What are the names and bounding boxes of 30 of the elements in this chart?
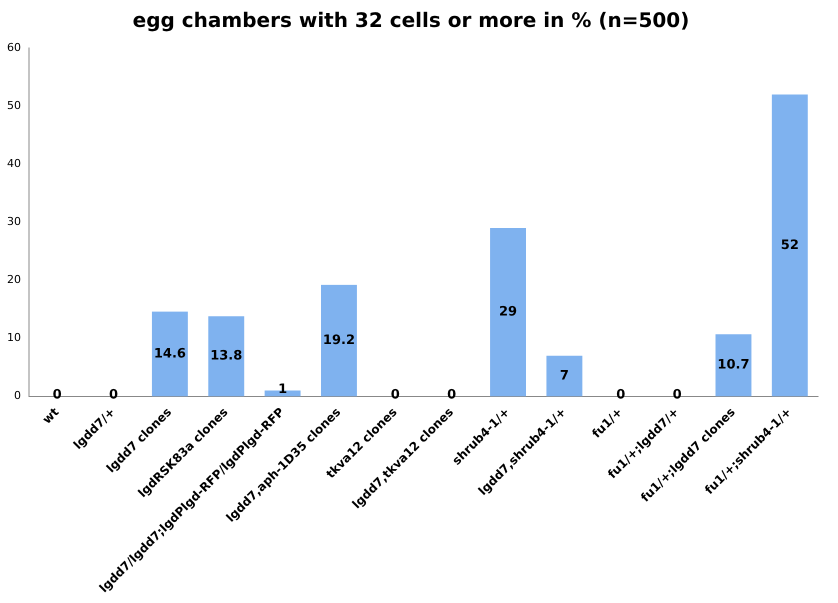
bar [321, 284, 357, 396]
data-label: 0 [390, 388, 400, 403]
data-label: 1 [278, 382, 288, 397]
data-label: 13.8 [210, 348, 242, 364]
bar [716, 334, 752, 396]
y-tick-label: 40 [6, 156, 21, 170]
y-tick-label: 0 [14, 389, 21, 402]
data-label: 7 [560, 368, 569, 384]
data-label: 0 [616, 388, 626, 403]
data-label: 0 [52, 388, 62, 403]
x-tick-label: wt [40, 404, 62, 427]
data-label: 14.6 [154, 346, 186, 362]
data-label: 52 [780, 238, 799, 253]
y-tick-label: 50 [6, 98, 21, 112]
data-label: 0 [672, 388, 682, 403]
chart-title: egg chambers with 32 cells or more in % (n=500) [132, 8, 690, 32]
bar [772, 94, 808, 396]
bar [546, 356, 582, 396]
y-tick-label: 30 [6, 215, 21, 228]
data-label: 29 [498, 304, 518, 320]
data-label: 10.7 [717, 358, 750, 373]
y-tick-label: 60 [6, 40, 21, 54]
bar [208, 316, 244, 396]
y-tick-label: 20 [6, 273, 21, 286]
y-tick-label: 10 [6, 331, 21, 344]
bar [152, 312, 188, 396]
data-label: 19.2 [322, 332, 355, 348]
bar [490, 228, 526, 396]
data-label: 0 [447, 388, 456, 403]
data-label: 0 [109, 388, 118, 403]
